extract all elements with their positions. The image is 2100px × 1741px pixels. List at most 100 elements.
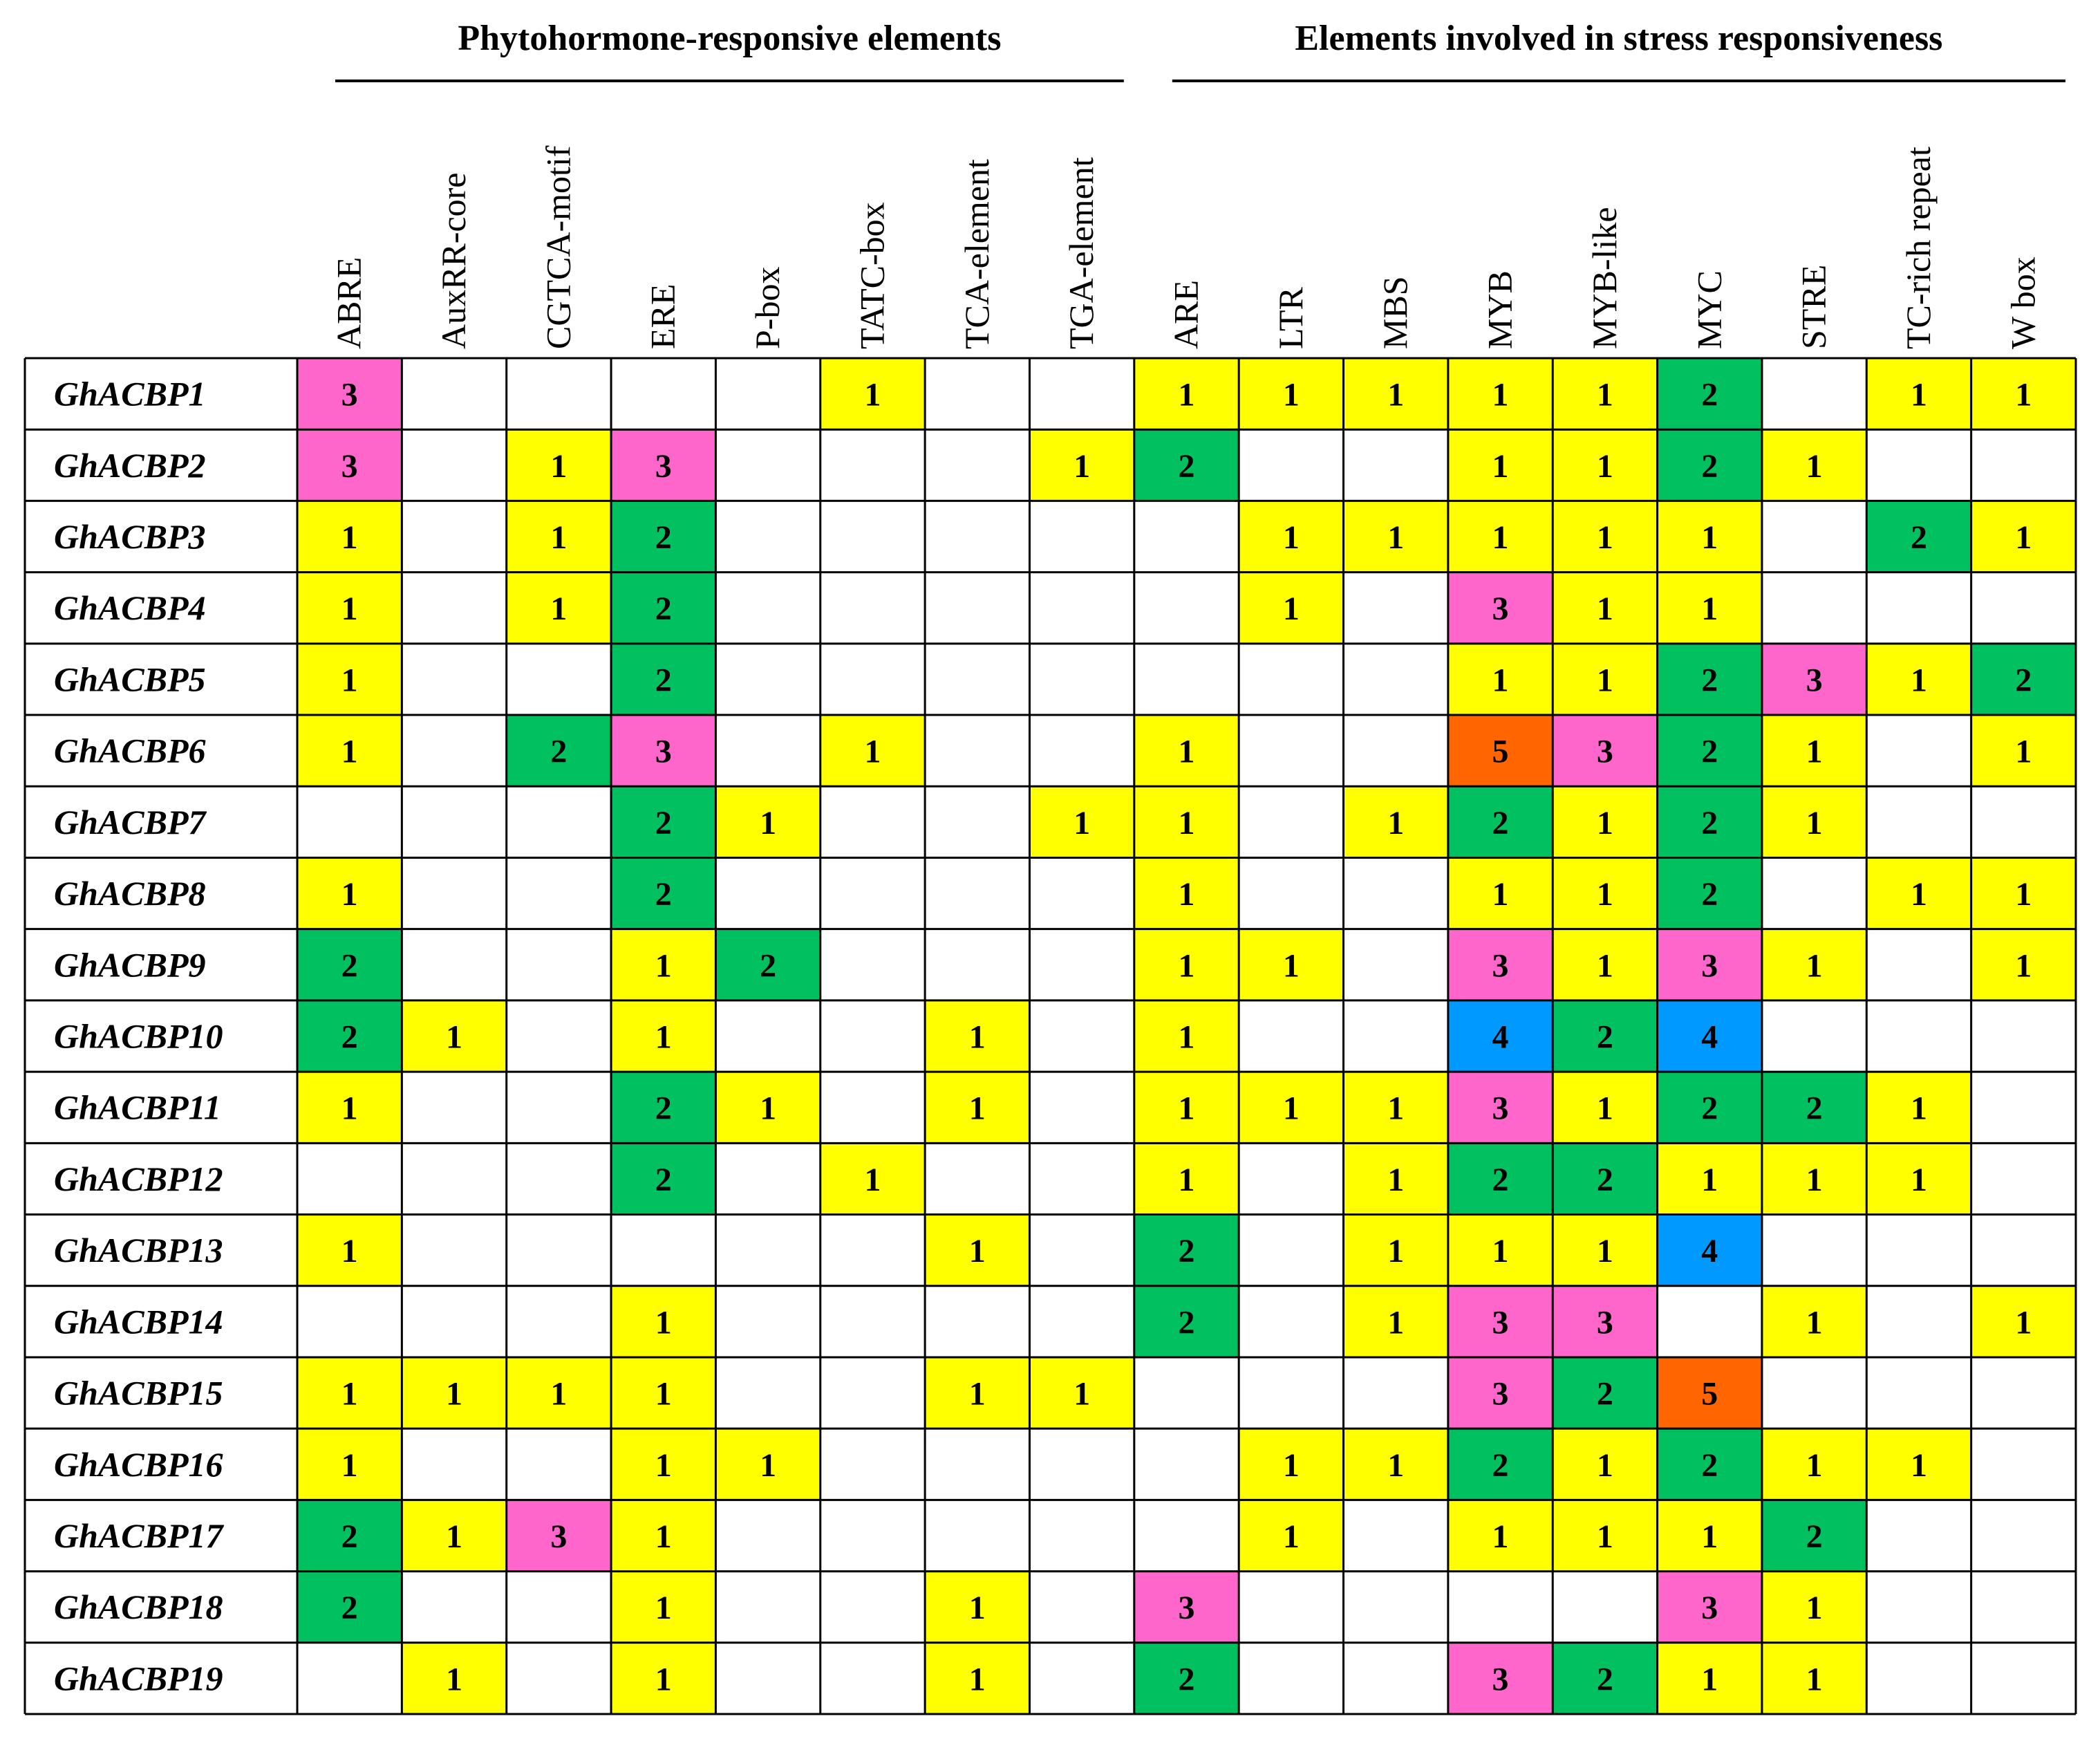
cell-value-label: 2 bbox=[1597, 1019, 1613, 1056]
cell-value-label: 2 bbox=[1179, 1304, 1195, 1341]
heatmap-cell bbox=[611, 1571, 716, 1643]
heatmap-cell bbox=[1971, 1072, 2076, 1144]
heatmap-cell bbox=[297, 429, 402, 501]
heatmap-cell bbox=[1239, 643, 1344, 716]
column-group-headers: Phytohormone-responsive elements Elements… bbox=[335, 19, 2065, 82]
heatmap-cell bbox=[611, 501, 716, 572]
heatmap-cell bbox=[1447, 1214, 1553, 1286]
row-label: GhACBP5 bbox=[54, 660, 206, 698]
cell-value-label: 1 bbox=[2015, 734, 2032, 770]
cell-value-label: 2 bbox=[760, 947, 776, 984]
heatmap-cell bbox=[715, 643, 821, 716]
heatmap-cell bbox=[402, 715, 507, 787]
heatmap-cell bbox=[1029, 786, 1134, 858]
cell-value-label: 1 bbox=[1387, 377, 1404, 413]
heatmap-cell bbox=[925, 1000, 1030, 1072]
heatmap-cell bbox=[1239, 1143, 1344, 1215]
heatmap-cell bbox=[820, 1642, 926, 1714]
heatmap-cell bbox=[1866, 1642, 1971, 1714]
heatmap-cell bbox=[402, 857, 507, 929]
heatmap-cells bbox=[297, 358, 2076, 1714]
heatmap-cell bbox=[506, 572, 612, 644]
cell-value-label: 1 bbox=[1806, 1661, 1823, 1697]
heatmap-cell bbox=[297, 715, 402, 787]
heatmap-cell bbox=[1134, 572, 1239, 644]
heatmap-cell bbox=[1657, 1357, 1762, 1429]
heatmap-cell bbox=[1239, 1072, 1344, 1144]
heatmap-cell bbox=[1971, 1214, 2076, 1286]
heatmap-cell bbox=[715, 857, 821, 929]
heatmap-cell bbox=[1343, 1428, 1448, 1500]
heatmap-cell bbox=[1866, 1000, 1971, 1072]
cell-value-label: 1 bbox=[341, 590, 358, 627]
cell-value-label: 1 bbox=[341, 519, 358, 556]
cell-value-label: 1 bbox=[1597, 876, 1613, 913]
cell-value-label: 1 bbox=[1283, 519, 1300, 556]
cell-value-label: 1 bbox=[1701, 1518, 1718, 1555]
cell-value-label: 1 bbox=[1701, 590, 1718, 627]
heatmap-cell bbox=[1657, 786, 1762, 858]
column-label: LTR bbox=[1271, 287, 1310, 349]
cell-value-label: 1 bbox=[1179, 377, 1195, 413]
cell-value-label: 3 bbox=[655, 734, 672, 770]
cell-value-label: 1 bbox=[1806, 947, 1823, 984]
cell-value-label: 1 bbox=[446, 1019, 462, 1056]
row-label: GhACBP18 bbox=[54, 1588, 223, 1626]
heatmap-cell bbox=[1553, 857, 1658, 929]
column-label: ARE bbox=[1167, 280, 1206, 349]
heatmap-cell bbox=[1866, 1072, 1971, 1144]
heatmap-cell bbox=[611, 715, 716, 787]
heatmap-cell bbox=[1134, 358, 1239, 430]
cell-value-label: 3 bbox=[1492, 590, 1509, 627]
heatmap-cell bbox=[1134, 1214, 1239, 1286]
cell-value-label: 1 bbox=[1911, 1090, 1927, 1127]
heatmap-cell bbox=[1447, 1143, 1553, 1215]
cell-value-label: 1 bbox=[1597, 1447, 1613, 1484]
cell-value-label: 2 bbox=[1911, 519, 1927, 556]
row-label: GhACBP6 bbox=[54, 732, 206, 770]
heatmap-cell bbox=[1657, 1285, 1762, 1357]
heatmap-cell bbox=[1971, 643, 2076, 716]
heatmap-cell bbox=[1657, 1500, 1762, 1572]
heatmap-cell bbox=[715, 1072, 821, 1144]
heatmap-cell bbox=[1447, 1500, 1553, 1572]
heatmap-cell bbox=[715, 429, 821, 501]
heatmap-cell bbox=[1761, 1500, 1867, 1572]
heatmap-cell bbox=[506, 1285, 612, 1357]
heatmap-cell bbox=[1971, 786, 2076, 858]
heatmap-cell bbox=[297, 786, 402, 858]
cell-value-label: 1 bbox=[1179, 1019, 1195, 1056]
heatmap-cell bbox=[1657, 1072, 1762, 1144]
heatmap-cell bbox=[1761, 1143, 1867, 1215]
cell-value-label: 1 bbox=[1179, 805, 1195, 841]
cell-value-label: 1 bbox=[1597, 662, 1613, 698]
cell-value-label: 1 bbox=[341, 1376, 358, 1413]
heatmap-cell bbox=[1239, 429, 1344, 501]
heatmap-cell bbox=[1447, 429, 1553, 501]
heatmap-cell bbox=[1866, 1214, 1971, 1286]
heatmap-cell bbox=[715, 1285, 821, 1357]
heatmap-cell bbox=[1029, 1214, 1134, 1286]
heatmap-cell bbox=[1134, 501, 1239, 572]
heatmap-cell bbox=[297, 501, 402, 572]
cell-value-label: 2 bbox=[1701, 805, 1718, 841]
cell-value-label: 1 bbox=[1806, 1304, 1823, 1341]
cell-value-label: 1 bbox=[1283, 1090, 1300, 1127]
cell-value-label: 1 bbox=[1283, 1447, 1300, 1484]
heatmap-cell bbox=[1553, 643, 1658, 716]
heatmap-cell bbox=[820, 1143, 926, 1215]
heatmap-cell bbox=[1029, 1285, 1134, 1357]
heatmap-cell bbox=[820, 429, 926, 501]
heatmap-cell bbox=[1971, 572, 2076, 644]
heatmap-cell bbox=[1866, 643, 1971, 716]
heatmap-cell bbox=[1134, 1285, 1239, 1357]
cell-value-label: 2 bbox=[1701, 876, 1718, 913]
heatmap-cell bbox=[611, 643, 716, 716]
heatmap-cell bbox=[715, 501, 821, 572]
heatmap-cell bbox=[611, 1285, 716, 1357]
heatmap-cell bbox=[1553, 429, 1658, 501]
column-label: TGA-element bbox=[1062, 157, 1100, 349]
cell-value-label: 1 bbox=[446, 1376, 462, 1413]
heatmap-cell bbox=[1029, 1428, 1134, 1500]
